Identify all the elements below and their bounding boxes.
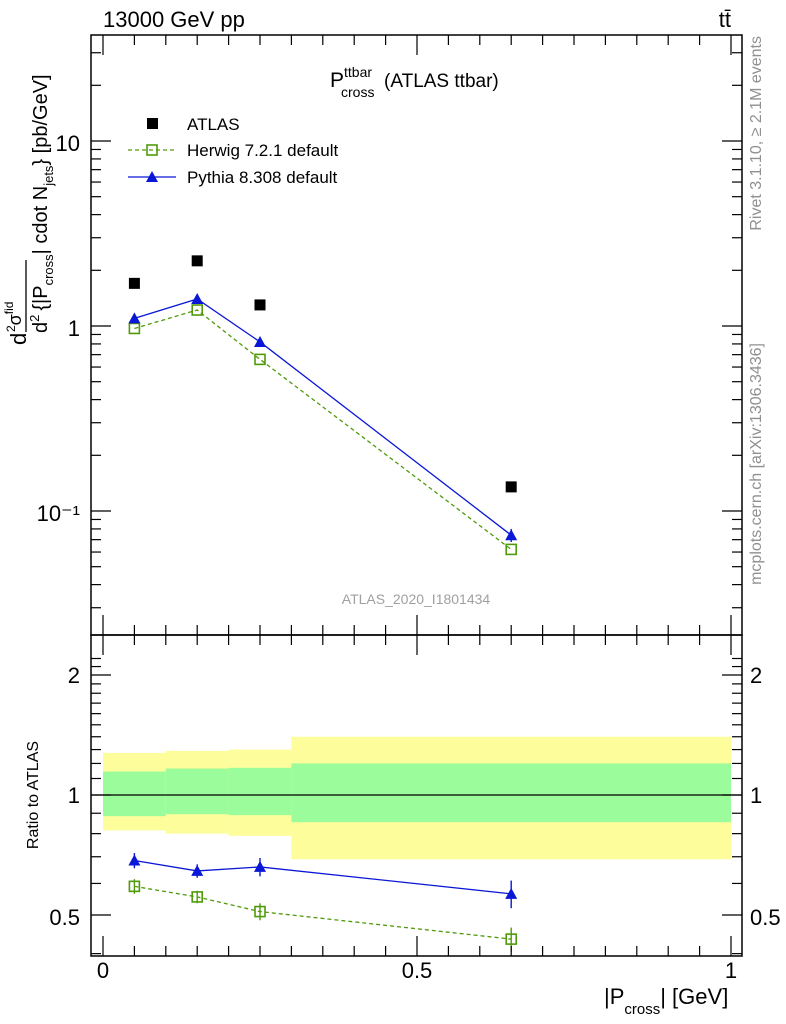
atlas-point xyxy=(505,481,517,493)
process-label: tt̄ xyxy=(719,7,731,32)
plot-title: Pttbar cross (ATLAS ttbar) xyxy=(330,64,499,100)
legend-atlas-marker xyxy=(147,118,158,129)
pythia-point xyxy=(505,529,518,541)
ratio-y-tick-label-2-right: 2 xyxy=(750,663,762,688)
x-label-suffix: | [GeV] xyxy=(660,984,728,1009)
herwig-point xyxy=(128,322,141,335)
beam-label: 13000 GeV pp xyxy=(103,7,245,32)
atlas-point xyxy=(128,277,140,289)
atlas-point xyxy=(254,299,266,311)
y-axis-label: d 2σfid d2{|Pcross| cdot Njets} [pb/GeV] xyxy=(2,74,56,345)
pythia-point xyxy=(128,312,141,324)
y-label-d: d xyxy=(6,333,31,345)
y-label-num-sigma: σ xyxy=(5,314,25,325)
ratio-band-inner xyxy=(165,768,229,815)
legend-pythia-label: Pythia 8.308 default xyxy=(187,168,338,187)
ratio-band-inner xyxy=(228,767,292,816)
x-axis-label: |Pcross| [GeV] xyxy=(604,984,728,1018)
y-label-den-text2: | cdot N xyxy=(30,186,52,255)
ratio-herwig-line xyxy=(134,885,512,940)
x-tick-label-1: 1 xyxy=(725,958,737,983)
ratio-pythia-point xyxy=(191,864,204,876)
y-label-den: d2 {|Pcross| cdot Njets} [pb/GeV] xyxy=(27,74,56,333)
ratio-band-inner xyxy=(103,771,166,817)
pythia-point xyxy=(191,292,204,304)
legend-atlas-label: ATLAS xyxy=(187,115,240,134)
y-label-num-fid: fid xyxy=(2,302,16,315)
analysis-id: ATLAS_2020_I1801434 xyxy=(342,591,491,607)
mcplots-label: mcplots.cern.ch [arXiv:1306.3436] xyxy=(748,343,765,585)
legend-pythia-marker xyxy=(146,171,158,182)
pythia-line xyxy=(134,298,512,536)
herwig-point xyxy=(505,543,518,556)
ratio-pythia-point xyxy=(505,887,518,899)
y-label-num-sup: 2 xyxy=(4,325,18,332)
x-tick-label-0: 0 xyxy=(97,958,109,983)
main-panel: 10 1 10⁻¹ Pttbar cross (ATLAS ttbar) ATLAS… xyxy=(37,34,743,636)
y-tick-label-10: 10 xyxy=(56,131,80,156)
ratio-pythia-point xyxy=(254,860,266,872)
y-label-den-sup: 2 xyxy=(27,315,42,322)
main-ticks xyxy=(91,35,742,635)
plot-title-sup: ttbar xyxy=(344,64,372,80)
ratio-herwig-point xyxy=(191,891,203,903)
plot-title-sub: cross xyxy=(341,84,374,100)
x-tick-label-0.5: 0.5 xyxy=(402,958,433,983)
ratio-series xyxy=(128,853,518,952)
y-label-den-text3: } [pb/GeV] xyxy=(30,74,52,165)
legend-herwig-marker xyxy=(146,144,158,156)
ratio-pythia-line xyxy=(134,859,512,895)
main-series xyxy=(128,255,518,556)
ratio-y-tick-label-0.5-right: 0.5 xyxy=(750,905,781,930)
y-label-den-sub2: jets xyxy=(41,165,56,187)
rivet-label: Rivet 3.1.10, ≥ 2.1M events xyxy=(748,36,765,231)
plot-title-main: P xyxy=(330,69,344,92)
ratio-y-tick-label-2-left: 2 xyxy=(68,663,80,688)
ratio-y-tick-label-1-left: 1 xyxy=(68,783,80,808)
atlas-point xyxy=(191,255,203,267)
y-label-den-d: d xyxy=(30,322,52,333)
ratio-band-inner xyxy=(291,763,731,823)
y-label-den-sub: cross xyxy=(41,254,56,286)
ratio-herwig-point xyxy=(505,933,518,945)
ratio-herwig-point xyxy=(254,905,266,918)
ratio-ticks xyxy=(91,635,742,956)
ratio-herwig-point xyxy=(128,880,141,893)
y-label-den-text: {|P xyxy=(30,285,52,310)
herwig-point xyxy=(254,353,266,366)
pythia-point xyxy=(254,335,266,347)
legend-herwig-label: Herwig 7.2.1 default xyxy=(187,141,338,160)
legend: ATLAS Herwig 7.2.1 default Pythia 8.308 … xyxy=(128,115,338,187)
y-tick-label-0.1: 10⁻¹ xyxy=(37,501,80,526)
ratio-bands xyxy=(103,736,731,860)
x-label-sub: cross xyxy=(624,1001,660,1018)
ratio-y-tick-label-1-right: 1 xyxy=(750,783,762,808)
ratio-panel: 2 1 0.5 2 1 0.5 0 0.5 1 Ratio to ATLAS xyxy=(25,634,781,983)
herwig-line xyxy=(134,309,512,550)
herwig-point xyxy=(191,304,203,316)
y-tick-label-1: 1 xyxy=(68,316,80,341)
ratio-y-label: Ratio to ATLAS xyxy=(25,741,42,849)
x-label-main: |P xyxy=(604,984,624,1009)
ratio-y-tick-label-0.5-left: 0.5 xyxy=(49,905,80,930)
y-label-num: 2σfid xyxy=(2,302,25,332)
ratio-pythia-point xyxy=(128,854,141,866)
plot-title-suffix: (ATLAS ttbar) xyxy=(384,71,499,92)
